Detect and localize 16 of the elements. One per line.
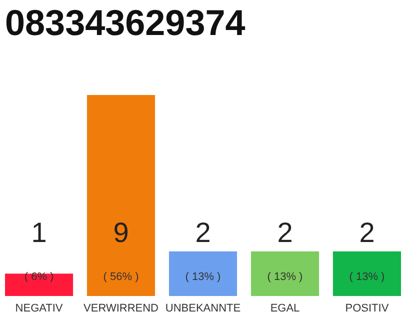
annotation: ( 56% ) [103, 271, 139, 283]
x-tick-label: UNBEKANNTE [165, 302, 241, 314]
data-label: 2 [195, 217, 211, 248]
annotation: ( 13% ) [185, 271, 221, 283]
x-tick-label: POSITIV [345, 302, 390, 314]
data-label: 9 [113, 217, 129, 248]
annotation: ( 13% ) [267, 271, 303, 283]
x-tick-label: NEGATIV [15, 302, 64, 314]
data-label: 2 [277, 217, 293, 248]
data-label: 1 [31, 217, 47, 248]
x-tick-label: VERWIRREND [84, 302, 159, 314]
annotation: ( 13% ) [349, 271, 385, 283]
data-label: 2 [359, 217, 375, 248]
chart-title: 083343629374 [5, 2, 246, 43]
x-tick-label: EGAL [270, 302, 300, 314]
annotation: ( 6% ) [24, 271, 54, 283]
